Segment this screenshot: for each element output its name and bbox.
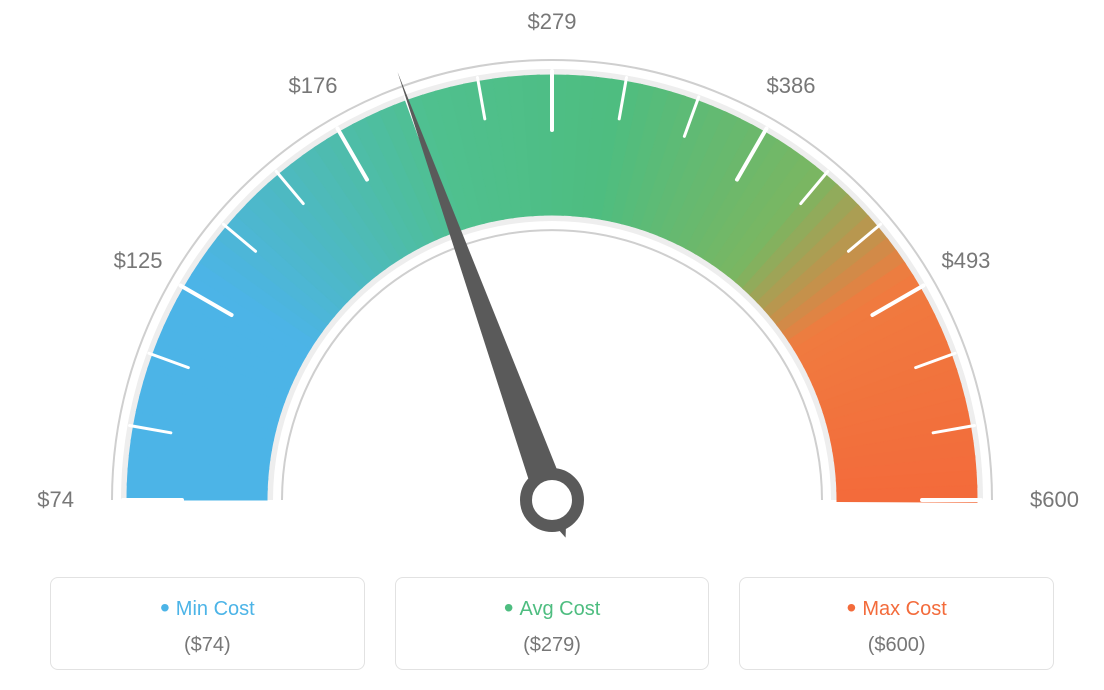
gauge-tick-label: $176 [289, 73, 338, 98]
legend-title-min: Min Cost [61, 592, 354, 624]
gauge-tick-label: $493 [941, 248, 990, 273]
legend-card-max: Max Cost ($600) [739, 577, 1054, 670]
gauge-tick-label: $386 [767, 73, 816, 98]
gauge-tick-label: $600 [1030, 487, 1079, 512]
cost-gauge: $74 $125 $176 $279 $386 $493 $600 [0, 0, 1104, 560]
legend-title-max: Max Cost [750, 592, 1043, 624]
legend-value-avg: ($279) [406, 634, 699, 657]
legend-title-avg: Avg Cost [406, 592, 699, 624]
gauge-tick-label: $74 [37, 487, 74, 512]
legend-card-avg: Avg Cost ($279) [395, 577, 710, 670]
gauge-tick-label: $279 [528, 9, 577, 34]
legend-value-min: ($74) [61, 634, 354, 657]
legend-card-min: Min Cost ($74) [50, 577, 365, 670]
legend-value-max: ($600) [750, 634, 1043, 657]
legend-row: Min Cost ($74) Avg Cost ($279) Max Cost … [0, 577, 1104, 670]
gauge-tick-label: $125 [114, 248, 163, 273]
